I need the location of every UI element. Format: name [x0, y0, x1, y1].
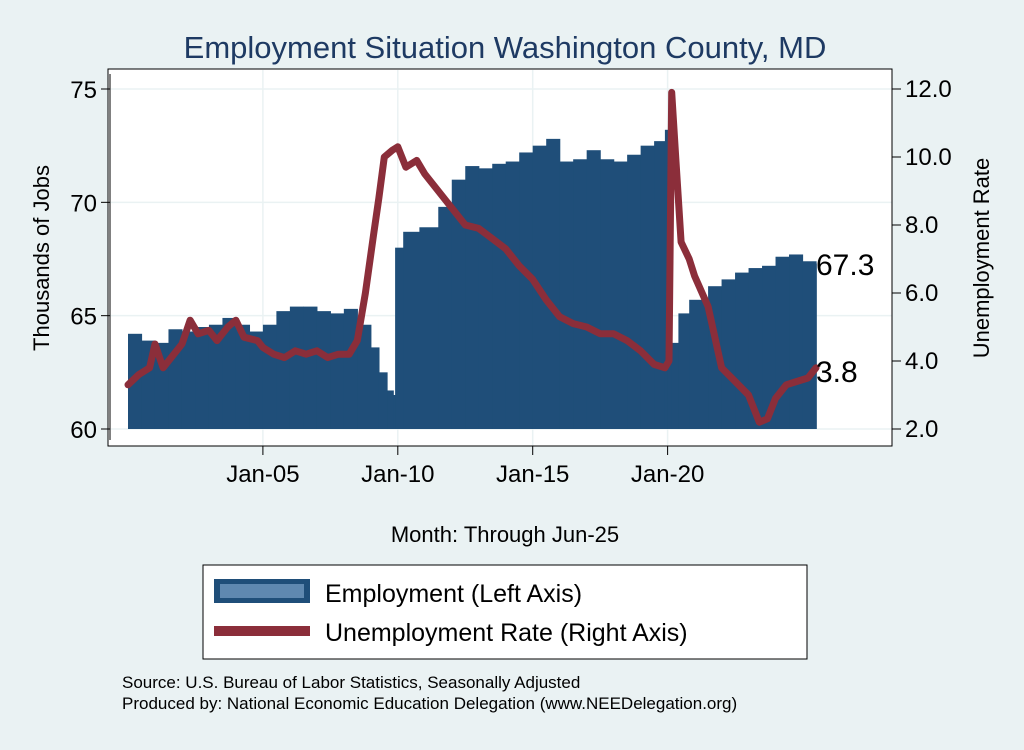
employment-bar [276, 311, 291, 429]
employment-bar [330, 313, 345, 429]
right-tick-label: 8.0 [905, 212, 938, 239]
legend-label-unemployment: Unemployment Rate (Right Axis) [325, 619, 688, 647]
employment-bar [465, 166, 480, 430]
employment-bar [559, 161, 574, 430]
left-tick-label: 75 [70, 77, 97, 104]
employment-bar [393, 395, 396, 429]
employment-bar [816, 263, 817, 429]
employment-bar [689, 299, 709, 429]
left-tick-label: 70 [70, 190, 97, 217]
legend-swatch-employment-highlight [220, 584, 304, 598]
left-tick-label: 65 [70, 304, 97, 331]
employment-bar [289, 306, 304, 429]
employment-bar [222, 317, 237, 429]
employment-bar [546, 138, 561, 429]
x-axis-ticks: Jan-05 Jan-10 Jan-15 Jan-20 [226, 446, 704, 488]
employment-bar [249, 331, 264, 429]
source-line: Source: U.S. Bureau of Labor Statistics,… [122, 673, 580, 692]
unemployment-line-layer [124, 88, 820, 426]
employment-bar [478, 168, 493, 430]
legend-label-employment: Employment (Left Axis) [325, 580, 582, 608]
employment-bar [492, 163, 507, 430]
employment-bar [316, 311, 331, 429]
employment-bar [671, 342, 679, 429]
employment-bar [678, 313, 690, 429]
employment-bar [721, 279, 736, 429]
legend-swatch-unemployment [214, 626, 310, 636]
right-axis-ticks: 2.0 4.0 6.0 8.0 10.0 12.0 [892, 76, 952, 443]
employment-bar [195, 327, 210, 429]
legend: Employment (Left Axis) Unemployment Rate… [202, 564, 808, 660]
employment-bar [505, 161, 520, 430]
right-tick-label: 2.0 [905, 416, 938, 443]
right-tick-label: 12.0 [905, 76, 952, 103]
employment-bar [262, 324, 277, 429]
x-tick-label: Jan-20 [631, 461, 704, 488]
x-tick-label: Jan-10 [361, 461, 434, 488]
right-axis-title: Unemployment Rate [969, 158, 994, 359]
employment-bar [235, 324, 251, 429]
employment-end-label: 67.3 [816, 249, 874, 282]
employment-bar [789, 254, 804, 429]
employment-bar [640, 145, 655, 429]
unemployment-end-label: 3.8 [816, 356, 858, 389]
employment-bar [357, 324, 372, 429]
employment-bar [735, 272, 750, 429]
employment-bar [613, 161, 628, 430]
employment-bar [627, 154, 642, 429]
employment-bar [600, 159, 615, 429]
employment-bar [343, 308, 358, 429]
employment-bar [775, 256, 790, 429]
employment-bar [181, 331, 197, 429]
unemployment-line [124, 88, 820, 426]
employment-bar [438, 206, 453, 429]
employment-bar [748, 268, 763, 429]
employment-bar [370, 347, 380, 429]
employment-bar [387, 390, 394, 429]
left-axis-ticks: 60 65 70 75 [70, 77, 110, 444]
right-tick-label: 10.0 [905, 144, 952, 171]
left-tick-label: 60 [70, 417, 97, 444]
employment-bar [573, 159, 588, 429]
employment-bar [419, 227, 439, 429]
x-tick-label: Jan-15 [496, 461, 569, 488]
employment-bar [762, 265, 777, 429]
employment-bar [451, 179, 466, 429]
employment-bar [403, 231, 420, 429]
employment-bar [378, 372, 388, 429]
employment-bar [519, 152, 534, 429]
right-tick-label: 6.0 [905, 280, 938, 307]
employment-bar [802, 261, 817, 429]
employment-bar [654, 141, 666, 429]
employment-bar [586, 150, 601, 429]
employment-bar [208, 324, 224, 429]
right-tick-label: 4.0 [905, 348, 938, 375]
x-axis-title: Month: Through Jun-25 [391, 522, 619, 547]
employment-bar [395, 247, 404, 429]
produced-by-line: Produced by: National Economic Education… [122, 694, 737, 713]
chart-title: Employment Situation Washington County, … [184, 30, 827, 65]
left-axis-title: Thousands of Jobs [29, 165, 54, 351]
x-tick-label: Jan-05 [226, 461, 299, 488]
employment-bar [303, 306, 318, 429]
